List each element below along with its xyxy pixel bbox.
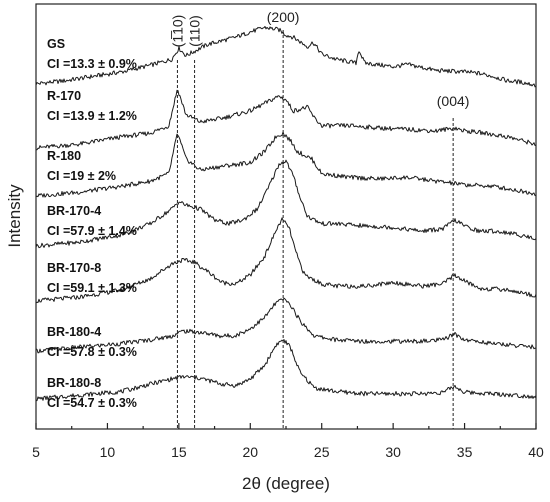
- peak-label: (004): [437, 93, 470, 109]
- trace-gs: [35, 26, 537, 88]
- x-tick-label: 5: [32, 444, 40, 460]
- trace-layer: [35, 26, 537, 402]
- peak-label: (1̅10): [169, 15, 185, 48]
- x-tick-label: 40: [528, 444, 544, 460]
- x-tick-label: 30: [385, 444, 401, 460]
- crystallinity-index-r-180: CI =19 ± 2%: [47, 169, 116, 183]
- peak-label: (200): [267, 9, 300, 25]
- x-axis-title: 2θ (degree): [242, 474, 330, 493]
- crystallinity-index-br-170-8: CI =59.1 ± 1.3%: [47, 281, 137, 295]
- crystallinity-index-br-170-4: CI =57.9 ± 1.4%: [47, 224, 137, 238]
- trace-r-180: [35, 131, 537, 198]
- sample-name-r-170: R-170: [47, 89, 81, 103]
- sample-name-br-170-8: BR-170-8: [47, 261, 101, 275]
- sample-name-gs: GS: [47, 37, 65, 51]
- x-axis: 5 10 15 20 25 30 35 40: [32, 423, 544, 460]
- sample-name-r-180: R-180: [47, 149, 81, 163]
- x-tick-label: 20: [242, 444, 258, 460]
- crystallinity-index-br-180-8: CI =54.7 ± 0.3%: [47, 396, 137, 410]
- x-tick-label: 15: [171, 444, 187, 460]
- x-tick-label: 10: [100, 444, 116, 460]
- sample-name-br-180-8: BR-180-8: [47, 376, 101, 390]
- crystallinity-index-r-170: CI =13.9 ± 1.2%: [47, 109, 137, 123]
- x-tick-label: 35: [457, 444, 473, 460]
- crystallinity-index-br-180-4: CI =57.8 ± 0.3%: [47, 345, 137, 359]
- y-axis-title: Intensity: [5, 184, 24, 248]
- crystallinity-index-gs: CI =13.3 ± 0.9%: [47, 57, 137, 71]
- sample-name-br-180-4: BR-180-4: [47, 325, 101, 339]
- peak-guide-layer: (1̅10) (110) (200) (004): [169, 9, 469, 429]
- sample-name-br-170-4: BR-170-4: [47, 204, 101, 218]
- x-tick-label: 25: [314, 444, 330, 460]
- sample-label-layer: GS CI =13.3 ± 0.9% R-170 CI =13.9 ± 1.2% R-1…: [47, 37, 137, 410]
- peak-label: (110): [187, 15, 203, 47]
